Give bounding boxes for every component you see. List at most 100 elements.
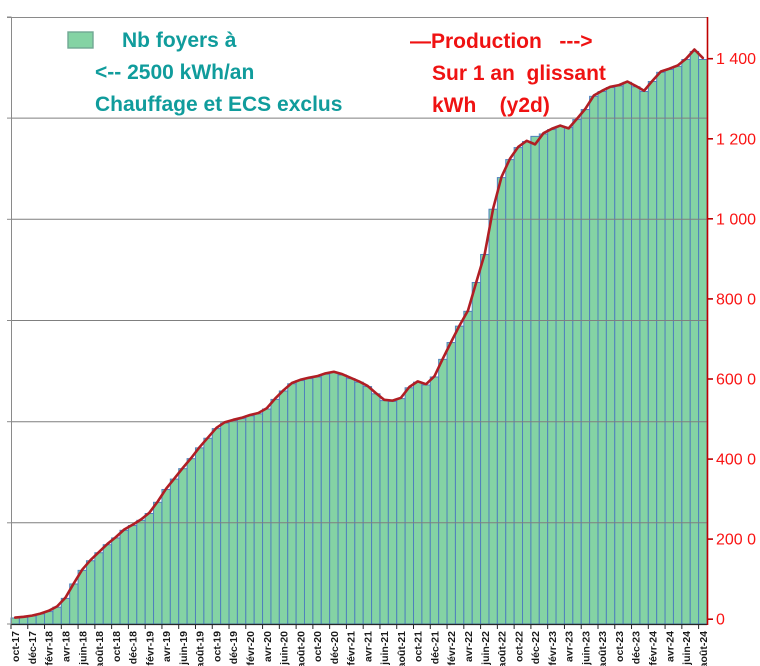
bar-sept-23 [605,87,616,625]
bar-avr-20 [262,408,272,625]
bar-avr-23 [563,127,574,625]
y2-label: 1 400 [716,51,756,68]
bar-mars-20 [253,413,264,625]
x-label-avr-23: avr-23 [564,631,576,662]
bar-avr-21 [362,386,373,625]
legend-households-line3: Chauffage et ECS exclus [95,93,342,116]
y2-label: 600 0 [716,372,756,389]
bar-déc-22 [530,135,540,625]
households-swatch-icon [67,31,94,49]
bar-mars-21 [354,381,364,625]
legend-production-line3: kWh (y2d) [432,94,550,117]
x-label-oct-21: oct-21 [413,631,425,662]
x-label-déc-17: déc-17 [27,631,39,664]
x-label-févr-22: févr-22 [446,631,458,666]
legend-production-line2: Sur 1 an glissant [432,62,606,85]
x-label-juin-24: juin-24 [681,631,693,666]
bar-nov-22 [522,141,532,625]
x-label-avr-24: avr-24 [664,631,676,662]
x-label-août-22: août-22 [497,631,509,666]
x-label-oct-18: oct-18 [111,631,123,662]
bar-août-19 [194,447,205,625]
bar-juil-18 [85,560,96,625]
bar-juin-18 [77,569,87,625]
bar-sept-22 [505,159,515,625]
bar-nov-23 [622,81,633,625]
bar-juin-21 [379,400,389,625]
bar-févr-24 [647,81,658,625]
production-line [13,48,705,619]
bar-févr-22 [446,342,456,625]
bar-févr-19 [144,513,155,625]
bar-oct-19 [211,428,222,625]
bar-juin-22 [480,253,490,625]
bar-juin-19 [178,468,188,625]
bar-nov-18 [119,529,129,625]
bar-oct-18 [111,537,121,625]
bar-mai-22 [471,282,482,625]
x-axis-labels: oct-17 déc-17 févr-18 avr-18 juin-18 août-18 o… [10,631,710,666]
bar-mai-21 [371,393,381,625]
bar-juin-20 [278,390,289,625]
bar-avr-24 [664,69,674,625]
x-label-oct-22: oct-22 [513,631,525,662]
x-label-févr-19: févr-19 [144,631,156,666]
x-label-déc-18: déc-18 [128,631,140,664]
x-label-juin-18: juin-18 [77,631,89,666]
x-label-oct-19: oct-19 [211,631,223,662]
bar-janv-19 [136,519,146,625]
x-label-déc-22: déc-22 [530,631,542,664]
x-label-août-20: août-20 [295,631,307,666]
bar-janv-22 [438,358,448,625]
x-label-déc-21: déc-21 [430,631,442,664]
x-label-avr-19: avr-19 [161,631,173,662]
bar-mai-19 [169,478,180,625]
x-label-juin-20: juin-20 [279,631,291,666]
bar-févr-23 [547,129,557,625]
legend-households: Nb foyers à <-- 2500 kWh/an Chauffage et… [67,29,342,116]
bar-août-22 [496,177,507,625]
x-label-févr-24: févr-24 [648,631,660,666]
bar-nov-21 [421,384,431,625]
legend-production-line1: —Production ---> [410,30,593,53]
y2-label: 400 0 [716,452,756,469]
bar-janv-20 [236,418,247,625]
bar-sept-21 [404,387,415,625]
x-label-déc-20: déc-20 [329,631,341,664]
bar-janv-23 [538,133,549,625]
bar-août-24 [698,59,708,625]
bar-août-18 [94,552,104,625]
bar-avr-19 [161,488,171,625]
bar-sept-18 [102,544,113,625]
x-label-juin-19: juin-19 [178,631,190,666]
legend-households-line2: <-- 2500 kWh/an [95,61,254,84]
x-label-juin-21: juin-21 [379,631,391,666]
bar-déc-20 [329,372,339,625]
bar-mars-22 [454,325,465,625]
bar-mars-23 [555,125,565,625]
x-label-avr-20: avr-20 [262,631,274,662]
right-axis-labels: 0 200 0 400 0 600 0 800 0 1 000 1 200 1 400 [716,51,756,629]
bar-oct-23 [614,85,624,625]
x-label-août-21: août-21 [396,631,408,666]
x-axis-ticks [10,624,700,629]
bar-sept-19 [203,437,213,625]
x-label-août-23: août-23 [597,631,609,666]
bar-août-21 [396,398,406,625]
x-label-févr-20: févr-20 [245,631,257,666]
bar-janv-21 [337,374,347,625]
bar-nov-19 [220,422,230,625]
bar-mars-24 [656,71,666,625]
y2-label: 1 200 [716,131,756,148]
x-label-oct-17: oct-17 [10,631,22,662]
bar-mars-18 [52,606,62,625]
bar-août-20 [295,380,305,625]
bar-mai-23 [572,119,582,625]
y2-label: 1 000 [716,211,756,228]
x-label-févr-18: févr-18 [44,631,56,666]
right-axis-ticks [707,57,713,621]
bar-juil-19 [186,458,196,625]
bar-mars-19 [153,501,163,625]
bar-juil-20 [287,383,297,625]
